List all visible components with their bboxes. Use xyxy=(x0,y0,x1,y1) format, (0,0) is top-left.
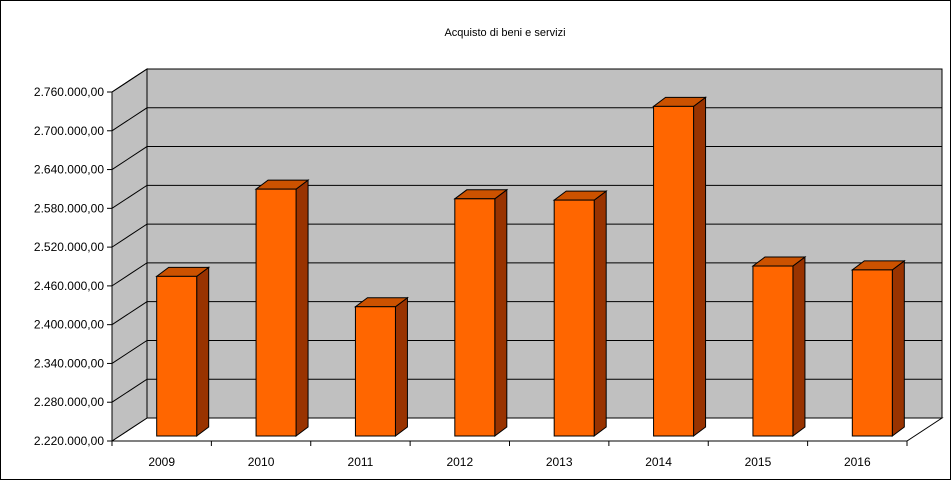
bar xyxy=(751,256,807,437)
y-axis-ticks: 2.220.000,00 2.280.000,00 2.340.000,00 2.40… xyxy=(34,85,113,448)
y-tick-label: 2.340.000,00 xyxy=(34,356,104,370)
bar-side xyxy=(792,256,806,437)
plot-floor xyxy=(110,417,944,442)
bar-front xyxy=(354,306,396,437)
bar xyxy=(254,179,310,437)
bar-front xyxy=(454,198,496,437)
bar-front xyxy=(255,188,297,437)
bar xyxy=(850,259,906,437)
bar-side xyxy=(196,266,210,437)
bar-front xyxy=(553,199,595,437)
x-tick-label: 2009 xyxy=(148,455,175,469)
y-tick-label: 2.280.000,00 xyxy=(34,395,104,409)
x-tick-label: 2011 xyxy=(348,455,374,469)
bar xyxy=(155,266,211,437)
bar xyxy=(453,188,509,437)
x-tick-label: 2012 xyxy=(446,455,473,469)
bar-side xyxy=(593,190,607,437)
x-tick-label: 2013 xyxy=(546,455,573,469)
y-tick-label: 2.400.000,00 xyxy=(34,318,104,332)
bar xyxy=(353,296,409,437)
bar-front xyxy=(752,265,794,437)
bar xyxy=(552,190,608,437)
x-tick-label: 2014 xyxy=(645,455,672,469)
y-tick-label: 2.520.000,00 xyxy=(34,240,104,254)
bar-side xyxy=(295,179,309,437)
bar-front xyxy=(653,105,695,437)
x-tick-label: 2010 xyxy=(248,455,275,469)
y-tick-label: 2.580.000,00 xyxy=(34,201,104,215)
y-tick-label: 2.220.000,00 xyxy=(34,434,104,448)
bar-front xyxy=(851,269,893,437)
y-tick-label: 2.640.000,00 xyxy=(34,163,104,177)
bar-front xyxy=(156,275,198,437)
x-axis-ticks: 2009 2010 2011 2012 2013 2014 2015 2016 xyxy=(111,440,908,469)
x-tick-label: 2016 xyxy=(844,455,871,469)
grid-line xyxy=(111,68,942,93)
bar-side xyxy=(394,296,408,437)
bar-side xyxy=(693,96,707,437)
x-tick-label: 2015 xyxy=(745,455,772,469)
chart-title: Acquisto di beni e servizi xyxy=(444,27,565,39)
bar-side xyxy=(891,259,905,437)
y-tick-label: 2.760.000,00 xyxy=(34,85,104,99)
y-tick-label: 2.460.000,00 xyxy=(34,279,104,293)
bar xyxy=(652,96,708,437)
bar-side xyxy=(494,188,508,437)
y-tick-label: 2.700.000,00 xyxy=(34,124,104,138)
plot-walls xyxy=(110,68,944,442)
plot-side-wall xyxy=(111,68,148,442)
bars xyxy=(155,96,906,437)
